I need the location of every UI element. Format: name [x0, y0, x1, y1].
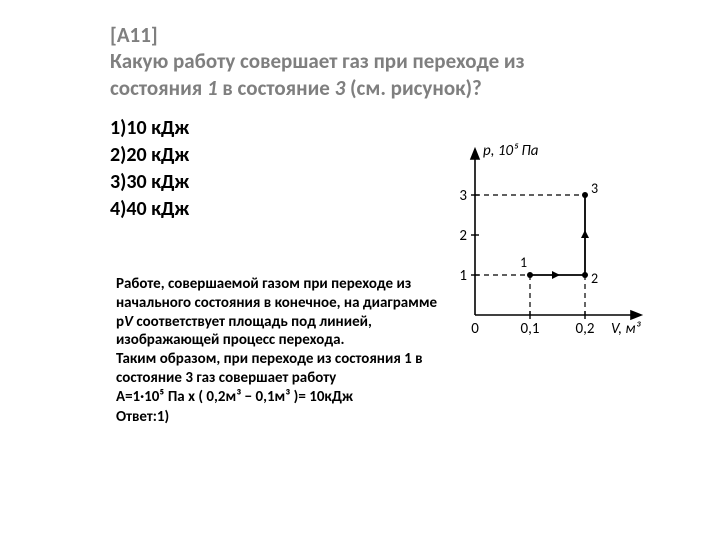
pv-diagram: 1 2 3 1 2 3 0 0,1 0,2 p, 10⁵ Па V, м³ [435, 135, 655, 335]
state-1: 1 [207, 75, 218, 101]
option-3: 3)30 кДж [110, 169, 189, 196]
question-label: [А11] [110, 22, 600, 48]
xtick-2: 0,2 [576, 320, 595, 335]
slide: [А11] Какую работу совершает газ при пер… [0, 0, 720, 540]
explanation-formula: A=1·10⁵ Па х ( 0,2м³ − 0,1м³ )= 10кДж [116, 388, 456, 407]
option-1: 1)10 кДж [110, 115, 189, 142]
title-block: [А11] Какую работу совершает газ при пер… [110, 22, 600, 101]
option-4: 4)40 кДж [110, 196, 189, 223]
explanation-p2c: соответствует площадь под линией, изобра… [116, 313, 372, 350]
diagram-point-3: 3 [591, 180, 598, 197]
state-3: 3 [335, 75, 346, 101]
ytick-2: 2 [459, 227, 467, 245]
explanation-block: Работе, совершаемой газом при переходе и… [116, 275, 456, 427]
xtick-0: 0 [471, 320, 479, 335]
explanation-p3: Таким образом, при переходе из состояния… [116, 350, 456, 388]
answer-line: Ответ:1) [116, 408, 456, 427]
diagram-point-1: 1 [520, 254, 527, 271]
diagram-point-2: 2 [591, 270, 598, 287]
title-text-after: (см. рисунок)? [345, 75, 482, 101]
explanation-p1: Работе, совершаемой газом при переходе и… [116, 275, 456, 313]
y-axis-label: p, 10⁵ Па [483, 142, 539, 160]
title-text-mid: в состояние [218, 75, 335, 101]
option-2: 2)20 кДж [110, 142, 189, 169]
x-axis-label: V, м³ [611, 320, 642, 335]
pv-v: V [124, 313, 133, 331]
xtick-1: 0,1 [521, 320, 540, 335]
ytick-3: 3 [459, 187, 467, 205]
ytick-1: 1 [459, 267, 467, 285]
pv-p: p [116, 313, 124, 331]
answer-options: 1)10 кДж 2)20 кДж 3)30 кДж 4)40 кДж [110, 115, 189, 223]
explanation-p2: pV соответствует площадь под линией, изо… [116, 313, 456, 351]
